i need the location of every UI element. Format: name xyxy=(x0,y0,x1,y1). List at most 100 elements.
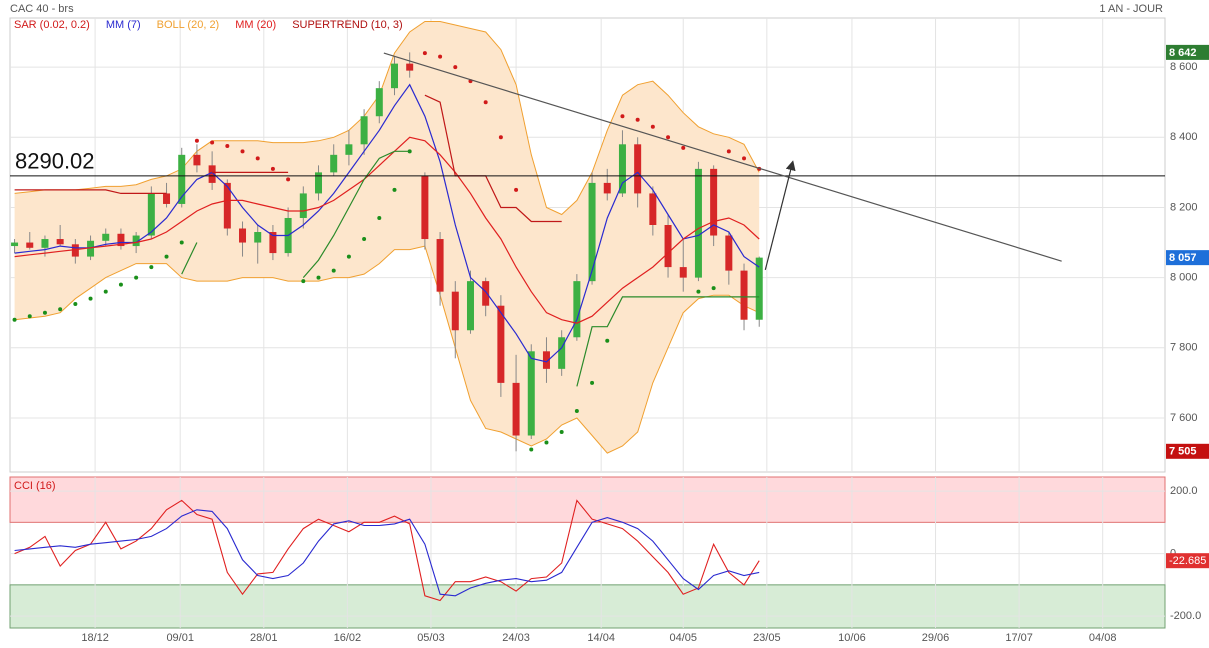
sar-dot xyxy=(711,286,716,291)
sar-dot xyxy=(164,254,169,259)
chart-subtitle: 1 AN - JOUR xyxy=(1099,3,1163,15)
candle-body xyxy=(117,233,125,247)
price-badge xyxy=(1166,250,1209,266)
candle-body xyxy=(147,193,155,236)
candle-body xyxy=(451,291,459,331)
candle-body xyxy=(603,182,611,194)
y-tick-label: 8 200 xyxy=(1170,201,1198,213)
sar-dot xyxy=(514,187,519,192)
candle-body xyxy=(694,168,702,278)
sar-dot xyxy=(134,275,139,280)
price-badge xyxy=(1166,443,1209,459)
candle-body xyxy=(299,193,307,218)
candle-body xyxy=(436,239,444,292)
price-badge xyxy=(1166,44,1209,60)
arrow xyxy=(764,160,796,271)
boll-lower xyxy=(14,245,760,454)
sar-dot xyxy=(301,279,306,284)
sar-dot xyxy=(574,408,579,413)
candle-body xyxy=(208,165,216,183)
sar-dot xyxy=(12,317,17,322)
moving-average xyxy=(14,136,760,324)
x-tick-label: 09/01 xyxy=(166,632,194,644)
sar-dot xyxy=(483,100,488,105)
sar-dot xyxy=(73,301,78,306)
sar-dot xyxy=(346,254,351,259)
candle-body xyxy=(330,154,338,173)
supertrend-up xyxy=(181,150,760,387)
candle-body xyxy=(254,232,262,243)
candle-body xyxy=(41,239,49,248)
sar-dot xyxy=(392,187,397,192)
x-tick-label: 04/05 xyxy=(669,632,697,644)
sar-dot xyxy=(118,282,123,287)
y-tick-label: 8 600 xyxy=(1170,61,1198,73)
sar-dot xyxy=(103,289,108,294)
sar-dot xyxy=(225,144,230,149)
sar-dot xyxy=(529,447,534,452)
candle-body xyxy=(755,257,763,320)
candle-body xyxy=(132,235,140,247)
x-tick-label: 24/03 xyxy=(502,632,530,644)
sar-dot xyxy=(696,289,701,294)
sar-dot xyxy=(210,140,215,145)
sar-dot xyxy=(742,156,747,161)
y-tick-label: 7 600 xyxy=(1170,412,1198,424)
sar-dot xyxy=(42,310,47,315)
cci-badge-label: -22.685 xyxy=(1169,555,1206,567)
sar-dot xyxy=(255,156,260,161)
boll-fill xyxy=(14,21,760,454)
x-tick-label: 23/05 xyxy=(753,632,781,644)
candle-body xyxy=(725,235,733,271)
x-tick-label: 29/06 xyxy=(922,632,950,644)
chart-title: CAC 40 - brs xyxy=(10,3,74,15)
cci-line xyxy=(14,509,760,597)
price-badge-label: 8 057 xyxy=(1169,252,1197,264)
candle-body xyxy=(345,144,353,155)
sar-dot xyxy=(422,51,427,56)
y-tick-label: 8 400 xyxy=(1170,131,1198,143)
sar-dot xyxy=(438,54,443,59)
sar-dot xyxy=(331,268,336,273)
y-tick-label: 8 000 xyxy=(1170,272,1198,284)
legend-entry: MM (7) xyxy=(106,19,141,31)
candle-body xyxy=(482,281,490,306)
candle-body xyxy=(664,225,672,268)
sar-dot xyxy=(635,117,640,122)
candle-body xyxy=(178,154,186,204)
sar-dot xyxy=(58,307,63,312)
x-tick-label: 05/03 xyxy=(417,632,445,644)
candle-body xyxy=(542,351,550,369)
sar-dot xyxy=(179,240,184,245)
candle-body xyxy=(740,270,748,320)
x-tick-label: 17/07 xyxy=(1005,632,1033,644)
oversold-zone xyxy=(9,584,1166,629)
x-tick-label: 16/02 xyxy=(334,632,362,644)
sar-dot xyxy=(240,149,245,154)
moving-average xyxy=(14,83,760,363)
sar-dot xyxy=(650,124,655,129)
candle-body xyxy=(71,244,79,257)
candle-body xyxy=(634,144,642,194)
candle-body xyxy=(497,305,505,383)
candle-body xyxy=(618,144,626,194)
candle-body xyxy=(360,116,368,145)
candle-body xyxy=(269,232,277,254)
candle-body xyxy=(56,239,64,245)
x-tick-label: 14/04 xyxy=(587,632,615,644)
x-tick-label: 04/08 xyxy=(1089,632,1117,644)
x-tick-label: 28/01 xyxy=(250,632,278,644)
candle-body xyxy=(375,88,383,117)
sar-dot xyxy=(681,145,686,150)
legend-entry: MM (20) xyxy=(235,19,276,31)
price-badge-label: 7 505 xyxy=(1169,446,1197,458)
candle-body xyxy=(512,382,520,436)
sar-dot xyxy=(270,166,275,171)
candle-body xyxy=(710,168,718,236)
sar-dot xyxy=(544,440,549,445)
legend-entry: SUPERTREND (10, 3) xyxy=(292,19,402,31)
sar-dot xyxy=(316,275,321,280)
sar-dot xyxy=(194,138,199,143)
sar-dot xyxy=(590,380,595,385)
